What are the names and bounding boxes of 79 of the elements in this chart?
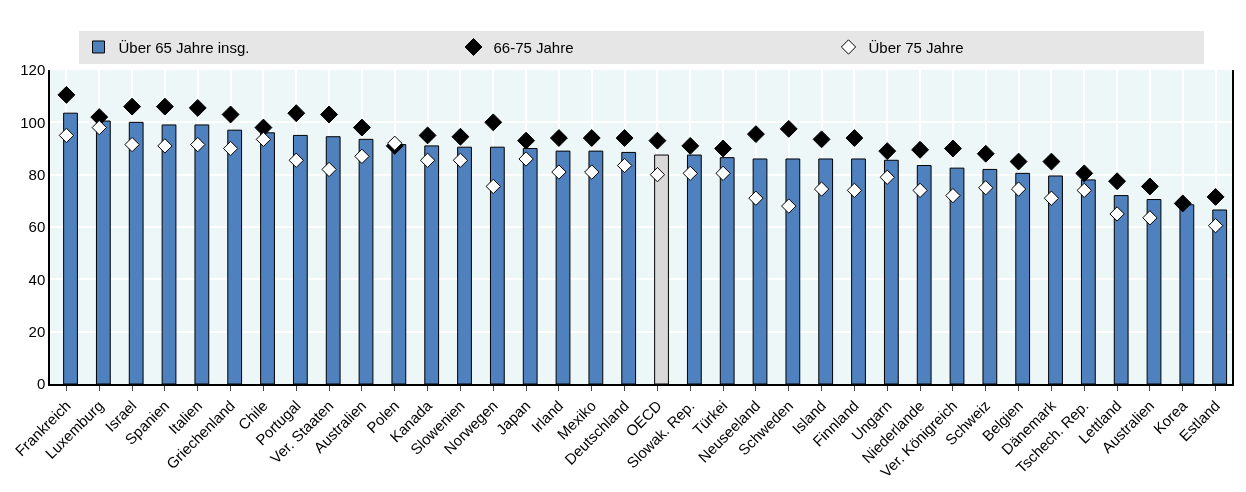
point [190, 136, 206, 153]
point [878, 142, 897, 161]
point [1207, 218, 1224, 234]
y-tick-label: 40 [28, 270, 46, 288]
point [1173, 194, 1192, 213]
point [1043, 190, 1060, 206]
point [715, 165, 731, 182]
point [57, 85, 76, 104]
point [517, 131, 536, 150]
point [649, 167, 666, 183]
point [943, 139, 962, 158]
point [451, 127, 470, 146]
point [584, 164, 600, 180]
point [123, 97, 142, 116]
point [549, 129, 568, 147]
point [354, 148, 370, 164]
point [1076, 182, 1092, 199]
point [846, 182, 863, 199]
point [1075, 164, 1094, 183]
point [748, 190, 764, 206]
point [845, 129, 864, 147]
point [912, 182, 928, 199]
point [288, 152, 304, 168]
point [616, 157, 633, 174]
point [255, 131, 272, 147]
point [976, 144, 995, 163]
point [452, 152, 469, 168]
point [157, 138, 173, 154]
y-tick-label: 80 [28, 165, 46, 183]
point [714, 139, 733, 158]
point [945, 187, 961, 204]
point [781, 198, 797, 214]
point [1010, 181, 1027, 197]
point [813, 181, 830, 197]
point [746, 125, 765, 144]
point [582, 129, 601, 147]
y-tick-label: 20 [28, 322, 46, 340]
legend-label: 66-75 Jahre [493, 38, 574, 56]
point [320, 105, 339, 124]
point [321, 161, 337, 178]
point [91, 119, 107, 136]
point [484, 113, 503, 132]
point [1140, 177, 1159, 196]
point [124, 136, 140, 153]
point [978, 180, 994, 196]
point [254, 118, 273, 137]
point [188, 98, 207, 117]
point [419, 152, 436, 168]
point [682, 165, 698, 182]
point [287, 104, 306, 123]
point [1142, 210, 1158, 226]
point [1042, 152, 1061, 171]
point [352, 118, 371, 137]
point [222, 140, 239, 157]
y-tick-label: 100 [20, 113, 46, 131]
legend-label: Über 75 Jahre [868, 38, 964, 56]
y-tick-label: 120 [20, 61, 46, 79]
point [551, 164, 567, 180]
y-tick-label: 60 [28, 218, 46, 236]
point [648, 131, 667, 150]
point [155, 97, 174, 116]
point [879, 169, 895, 185]
point [779, 119, 798, 138]
point [1206, 187, 1225, 206]
point [911, 140, 930, 159]
point [1009, 152, 1028, 171]
point [58, 127, 75, 144]
point [418, 126, 437, 145]
point [387, 135, 403, 151]
point [485, 178, 501, 195]
point [1109, 206, 1125, 222]
point [221, 105, 240, 124]
point [1108, 172, 1127, 191]
legend-label: Über 65 Jahre insg. [118, 38, 250, 56]
point [518, 151, 534, 167]
point [615, 129, 634, 147]
y-tick-label: 0 [36, 375, 46, 393]
point [681, 136, 700, 155]
point [812, 130, 831, 149]
